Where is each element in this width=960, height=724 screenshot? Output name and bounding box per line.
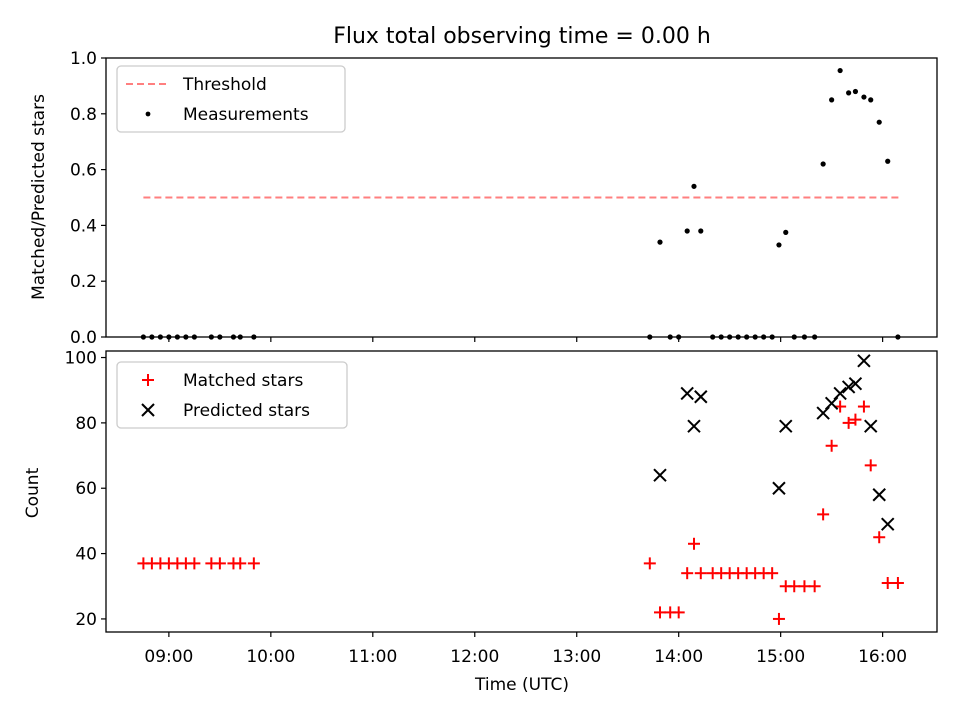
x-tick-label: 09:00: [144, 647, 193, 667]
bottom-x-ticks: 09:00 10:00 11:00 12:00 13:00 14:00 15:00 16:00: [144, 632, 907, 667]
predicted-star-marker: [841, 380, 856, 394]
matched-star-marker: [864, 459, 877, 472]
matched-star-marker: [788, 580, 801, 593]
x-tick-label: 16:00: [858, 647, 907, 667]
legend-measurements-swatch: [145, 111, 151, 117]
top-y-tick-label: 1.0: [70, 49, 97, 69]
matched-star-marker: [687, 537, 700, 550]
legend-threshold-label: Threshold: [182, 75, 267, 95]
matched-star-marker: [694, 567, 707, 580]
x-tick-label: 11:00: [348, 647, 397, 667]
top-legend: Threshold Measurements: [116, 65, 346, 133]
matched-star-marker: [654, 606, 666, 619]
x-tick-label: 10:00: [246, 647, 295, 667]
measurement-point: [837, 67, 843, 74]
matched-star-marker: [772, 612, 785, 625]
predicted-star-marker: [833, 386, 847, 401]
legend-predicted-label: Predicted stars: [183, 401, 310, 421]
predicted-star-marker: [872, 488, 886, 502]
predicted-star-marker: [857, 354, 871, 368]
bottom-legend: Matched stars Predicted stars: [116, 361, 348, 429]
bottom-axes-frame: [105, 350, 938, 633]
predicted-star-marker: [779, 419, 793, 433]
matched-star-marker: [817, 508, 830, 521]
measurement-point: [885, 158, 891, 164]
bottom-y-tick-label: 80: [75, 414, 97, 434]
measurement-point: [691, 183, 697, 189]
x-tick-label: 12:00: [450, 647, 499, 667]
matched-star-marker: [643, 557, 656, 570]
legend-matched-swatch: [142, 374, 154, 386]
measurement-point: [698, 228, 704, 234]
top-y-tick-label: 0.2: [70, 272, 97, 292]
predicted-star-marker: [864, 419, 878, 433]
matched-star-marker: [798, 580, 811, 593]
measurement-point: [846, 90, 852, 96]
top-y-tick-label: 0.6: [70, 161, 97, 181]
predicted-star-marker: [680, 386, 694, 401]
bottom-y-tick-label: 100: [65, 349, 97, 369]
matched-star-marker: [849, 413, 862, 426]
matched-star-marker: [808, 580, 821, 593]
predicted-star-marker: [772, 481, 786, 495]
matched-star-marker: [873, 531, 886, 544]
bottom-legend-box: [116, 361, 348, 429]
bottom-plot-marks: [137, 354, 904, 625]
matched-star-marker: [672, 606, 685, 619]
top-panel: Flux total observing time = 0.00 h Match…: [29, 24, 938, 348]
measurement-point: [684, 228, 690, 234]
bottom-y-tick-label: 60: [75, 479, 97, 499]
matched-star-marker: [234, 557, 247, 570]
bottom-y-axis-label: Count: [23, 467, 43, 518]
measurement-point: [876, 119, 882, 125]
top-y-tick-label: 0.0: [70, 328, 97, 348]
x-tick-label: 15:00: [756, 647, 805, 667]
legend-measurements-label: Measurements: [183, 105, 309, 125]
matched-star-marker: [857, 400, 870, 413]
matched-star-marker: [881, 576, 894, 589]
measurement-point: [852, 88, 859, 95]
matched-star-marker: [825, 439, 838, 452]
predicted-star-marker: [694, 390, 708, 404]
bottom-panel: Count Time (UTC) 20 40 60 80 100 09:00 10:00 1…: [23, 349, 938, 695]
measurement-point: [657, 239, 663, 245]
legend-matched-label: Matched stars: [183, 371, 303, 391]
matched-star-marker: [766, 567, 779, 580]
bottom-y-ticks: 20 40 60 80 100: [65, 349, 106, 630]
top-axes-frame: [105, 57, 938, 338]
matched-star-marker: [842, 416, 855, 429]
legend-predicted-swatch: [141, 403, 155, 417]
predicted-star-marker: [881, 517, 895, 531]
matched-star-marker: [247, 557, 260, 570]
bottom-y-tick-label: 20: [75, 610, 97, 630]
measurement-point: [861, 94, 867, 100]
predicted-star-marker: [687, 419, 701, 433]
x-tick-label: 13:00: [552, 647, 601, 667]
measurement-point: [820, 161, 826, 167]
measurement-point: [776, 242, 782, 248]
matched-star-marker: [188, 557, 201, 570]
measurement-point: [783, 229, 789, 235]
top-y-tick-label: 0.8: [70, 105, 97, 125]
bottom-y-tick-label: 40: [75, 545, 97, 565]
matched-star-marker: [213, 557, 226, 570]
chart-title: Flux total observing time = 0.00 h: [333, 24, 711, 49]
predicted-star-marker: [653, 468, 667, 482]
x-axis-label: Time (UTC): [474, 675, 569, 695]
measurement-point: [868, 97, 874, 103]
measurement-point: [829, 97, 835, 103]
top-legend-box: [116, 65, 346, 133]
top-y-tick-label: 0.4: [70, 216, 97, 236]
x-tick-label: 14:00: [654, 647, 703, 667]
matched-star-marker: [891, 576, 904, 589]
predicted-star-marker: [848, 376, 863, 391]
matched-star-marker: [681, 567, 694, 580]
top-y-axis-label: Matched/Predicted stars: [29, 94, 49, 300]
top-y-ticks: 0.0 0.2 0.4 0.6 0.8 1.0: [70, 49, 106, 348]
